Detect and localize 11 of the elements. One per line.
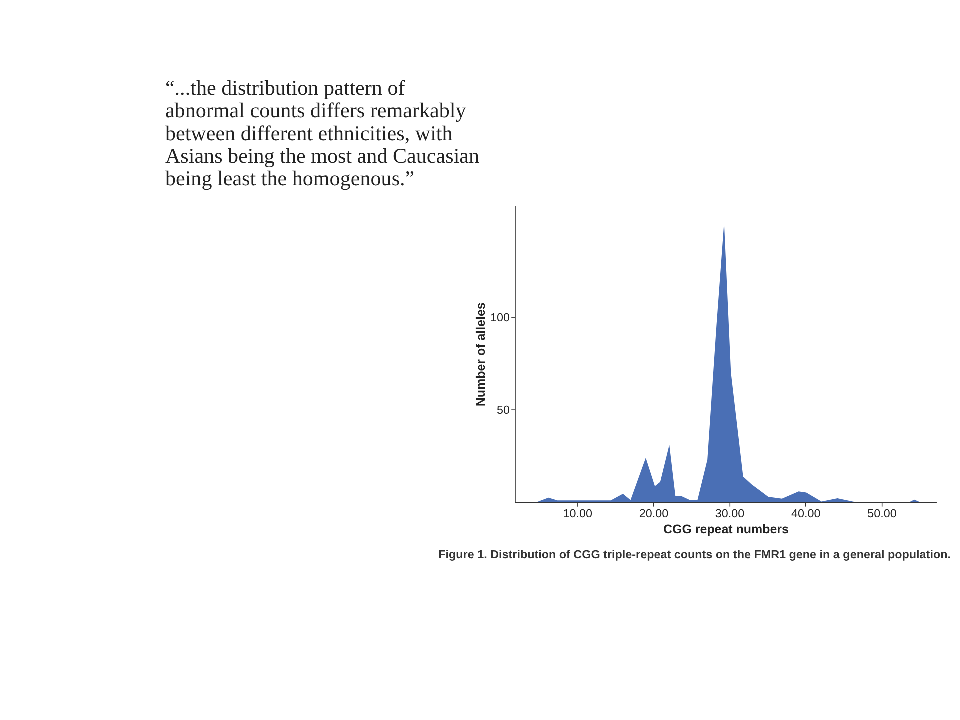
x-tick-label: 50.00	[868, 508, 898, 521]
x-tick-label: 20.00	[639, 508, 670, 521]
y-tick-label: 50	[497, 404, 511, 418]
x-axis-title: CGG repeat numbers	[664, 522, 790, 536]
y-tick-label: 100	[490, 311, 511, 324]
x-tick-label: 30.00	[715, 508, 746, 521]
caption: Figure 1. Distribution of CGG triple-repeat counts on the FMR1 gene in a general population.	[438, 548, 951, 562]
text: “...the distribution pattern of abnormal counts differs remarkably between different ethnicities, with Asians being the most and Caucasian being least the homogenous.”	[165, 76, 480, 191]
x-tick-label: 10.00	[563, 508, 594, 521]
x-tick-label: 40.00	[792, 508, 822, 521]
y-axis-title: Number of alleles	[474, 302, 488, 407]
